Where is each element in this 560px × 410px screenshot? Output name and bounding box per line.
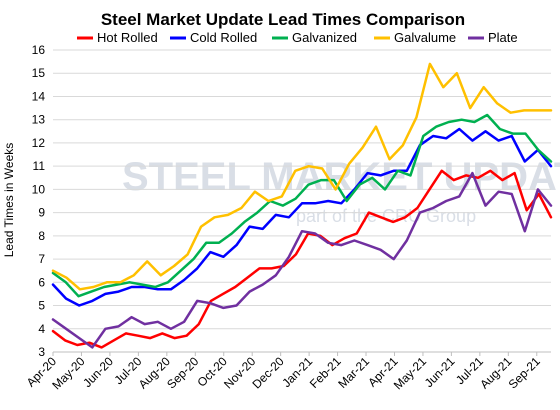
series-line-plate bbox=[51, 171, 553, 349]
legend-label-galvanized: Galvanized bbox=[292, 30, 357, 45]
x-tick-label: Jun-21 bbox=[422, 354, 458, 390]
series-line-cold-rolled bbox=[51, 127, 553, 307]
y-tick-label: 6 bbox=[38, 275, 45, 289]
y-tick-label: 13 bbox=[32, 113, 46, 127]
y-tick-label: 5 bbox=[38, 299, 45, 313]
y-axis: 3 4 5 6 7 8 9 10 11 12 13 14 15 16 bbox=[32, 43, 46, 359]
legend-label-galvalume: Galvalume bbox=[394, 30, 456, 45]
y-tick-label: 3 bbox=[38, 345, 45, 359]
y-tick-label: 7 bbox=[38, 252, 45, 266]
watermark-sub-text: part of the CRU Group bbox=[296, 206, 476, 226]
series-lines bbox=[51, 62, 553, 349]
y-tick-label: 16 bbox=[32, 43, 46, 57]
legend-label-plate: Plate bbox=[488, 30, 518, 45]
gridlines bbox=[53, 49, 551, 353]
y-tick-label: 15 bbox=[32, 66, 46, 80]
x-axis: Apr-20May-20Jun-20Jul-20Aug-20Sep-20Oct-… bbox=[24, 351, 551, 392]
y-tick-label: 4 bbox=[38, 322, 45, 336]
x-tick-label: Dec-20 bbox=[250, 354, 287, 391]
x-tick-label: May-20 bbox=[49, 354, 87, 392]
legend: Hot Rolled Cold Rolled Galvanized Galvalume… bbox=[77, 30, 518, 45]
y-tick-label: 10 bbox=[32, 182, 46, 196]
chart-title: Steel Market Update Lead Times Compariso… bbox=[101, 10, 465, 29]
x-tick-label: Sep-20 bbox=[164, 354, 201, 391]
y-tick-label: 12 bbox=[32, 136, 46, 150]
series-line-hot-rolled bbox=[51, 169, 553, 349]
legend-label-hot-rolled: Hot Rolled bbox=[97, 30, 158, 45]
y-tick-label: 9 bbox=[38, 206, 45, 220]
series-line-galvalume bbox=[51, 62, 553, 291]
y-axis-label: Lead Times in Weeks bbox=[2, 143, 16, 258]
series-line-galvanized bbox=[51, 113, 553, 298]
x-tick-label: Mar-21 bbox=[335, 354, 372, 391]
y-tick-label: 8 bbox=[38, 229, 45, 243]
y-tick-label: 11 bbox=[33, 159, 46, 173]
legend-label-cold-rolled: Cold Rolled bbox=[190, 30, 257, 45]
x-tick-label: Jun-20 bbox=[80, 354, 116, 390]
x-tick-label: May-21 bbox=[391, 354, 429, 392]
x-tick-label: Sep-21 bbox=[506, 354, 543, 391]
y-tick-label: 14 bbox=[32, 89, 46, 103]
